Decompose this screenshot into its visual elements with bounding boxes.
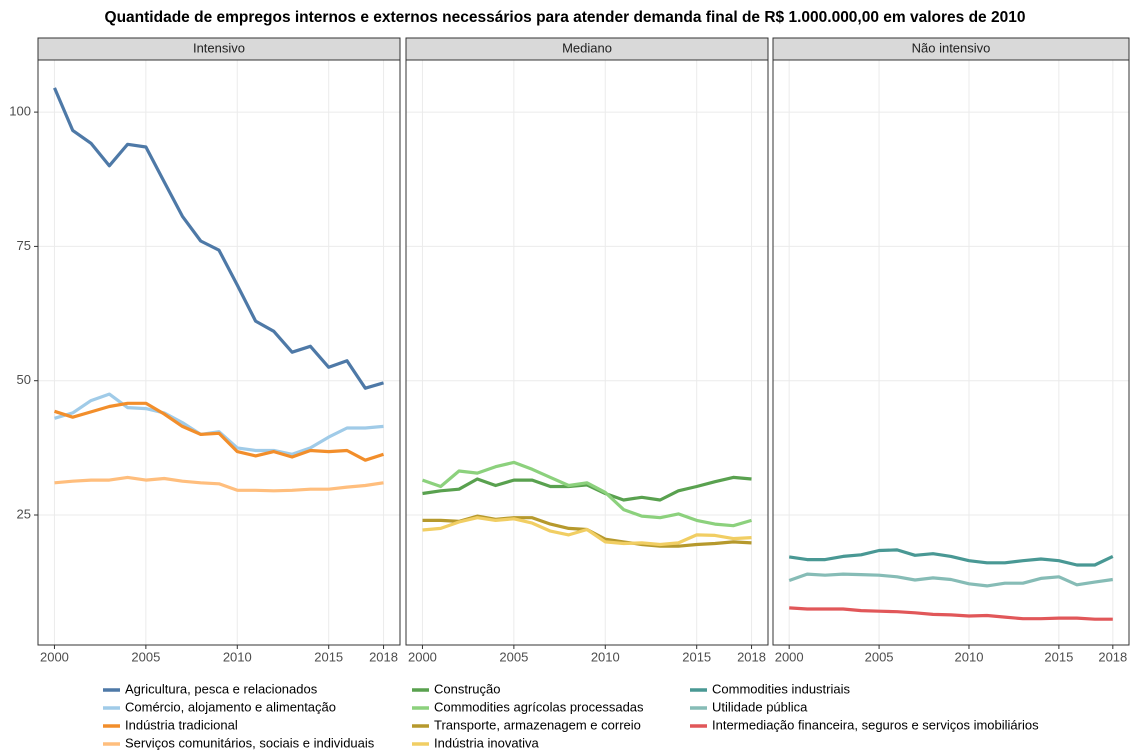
y-tick-label: 25 — [17, 506, 31, 521]
legend-label: Utilidade pública — [712, 699, 808, 714]
x-tick-label: 2015 — [1044, 649, 1073, 664]
x-tick-label: 2010 — [955, 649, 984, 664]
line — [421, 460, 752, 528]
y-tick-label: 100 — [9, 104, 31, 119]
panel — [38, 60, 400, 645]
line — [422, 475, 752, 502]
legend-label: Comércio, alojamento e alimentação — [125, 699, 336, 714]
line — [788, 572, 1114, 588]
legend-label: Serviços comunitários, sociais e individ… — [125, 735, 375, 750]
legend-label: Indústria inovativa — [434, 735, 540, 750]
line — [54, 475, 384, 493]
line — [788, 548, 1114, 567]
y-tick-label: 50 — [17, 372, 31, 387]
legend-label: Commodities agrícolas processadas — [434, 699, 644, 714]
chart-title: Quantidade de empregos internos e extern… — [105, 9, 1026, 26]
panel — [773, 60, 1129, 645]
x-tick-label: 2010 — [223, 649, 252, 664]
strip-label: Não intensivo — [912, 40, 991, 55]
panel-border — [405, 59, 769, 646]
x-tick-label: 2000 — [40, 649, 69, 664]
legend-label: Construção — [434, 681, 500, 696]
x-tick-label: 2000 — [408, 649, 437, 664]
legend-label: Transporte, armazenagem e correio — [434, 717, 641, 732]
legend-label: Commodities industriais — [712, 681, 850, 696]
x-tick-label: 2018 — [737, 649, 766, 664]
panel-border — [772, 59, 1130, 646]
x-tick-label: 2005 — [131, 649, 160, 664]
x-tick-label: 2010 — [591, 649, 620, 664]
x-tick-label: 2005 — [499, 649, 528, 664]
legend-label: Agricultura, pesca e relacionados — [125, 681, 318, 696]
x-tick-label: 2018 — [369, 649, 398, 664]
x-tick-label: 2000 — [775, 649, 804, 664]
y-tick-label: 75 — [17, 238, 31, 253]
panel-border — [37, 59, 401, 646]
line — [54, 401, 384, 462]
strip-label: Intensivo — [193, 40, 245, 55]
line — [422, 516, 752, 547]
line — [789, 606, 1113, 621]
legend-label: Intermediação financeira, seguros e serv… — [712, 717, 1039, 732]
x-tick-label: 2005 — [865, 649, 894, 664]
legend-label: Indústria tradicional — [125, 717, 238, 732]
x-tick-label: 2015 — [682, 649, 711, 664]
x-tick-label: 2015 — [314, 649, 343, 664]
panel — [406, 60, 768, 645]
x-tick-label: 2018 — [1098, 649, 1127, 664]
strip-label: Mediano — [562, 40, 612, 55]
line — [53, 87, 384, 390]
